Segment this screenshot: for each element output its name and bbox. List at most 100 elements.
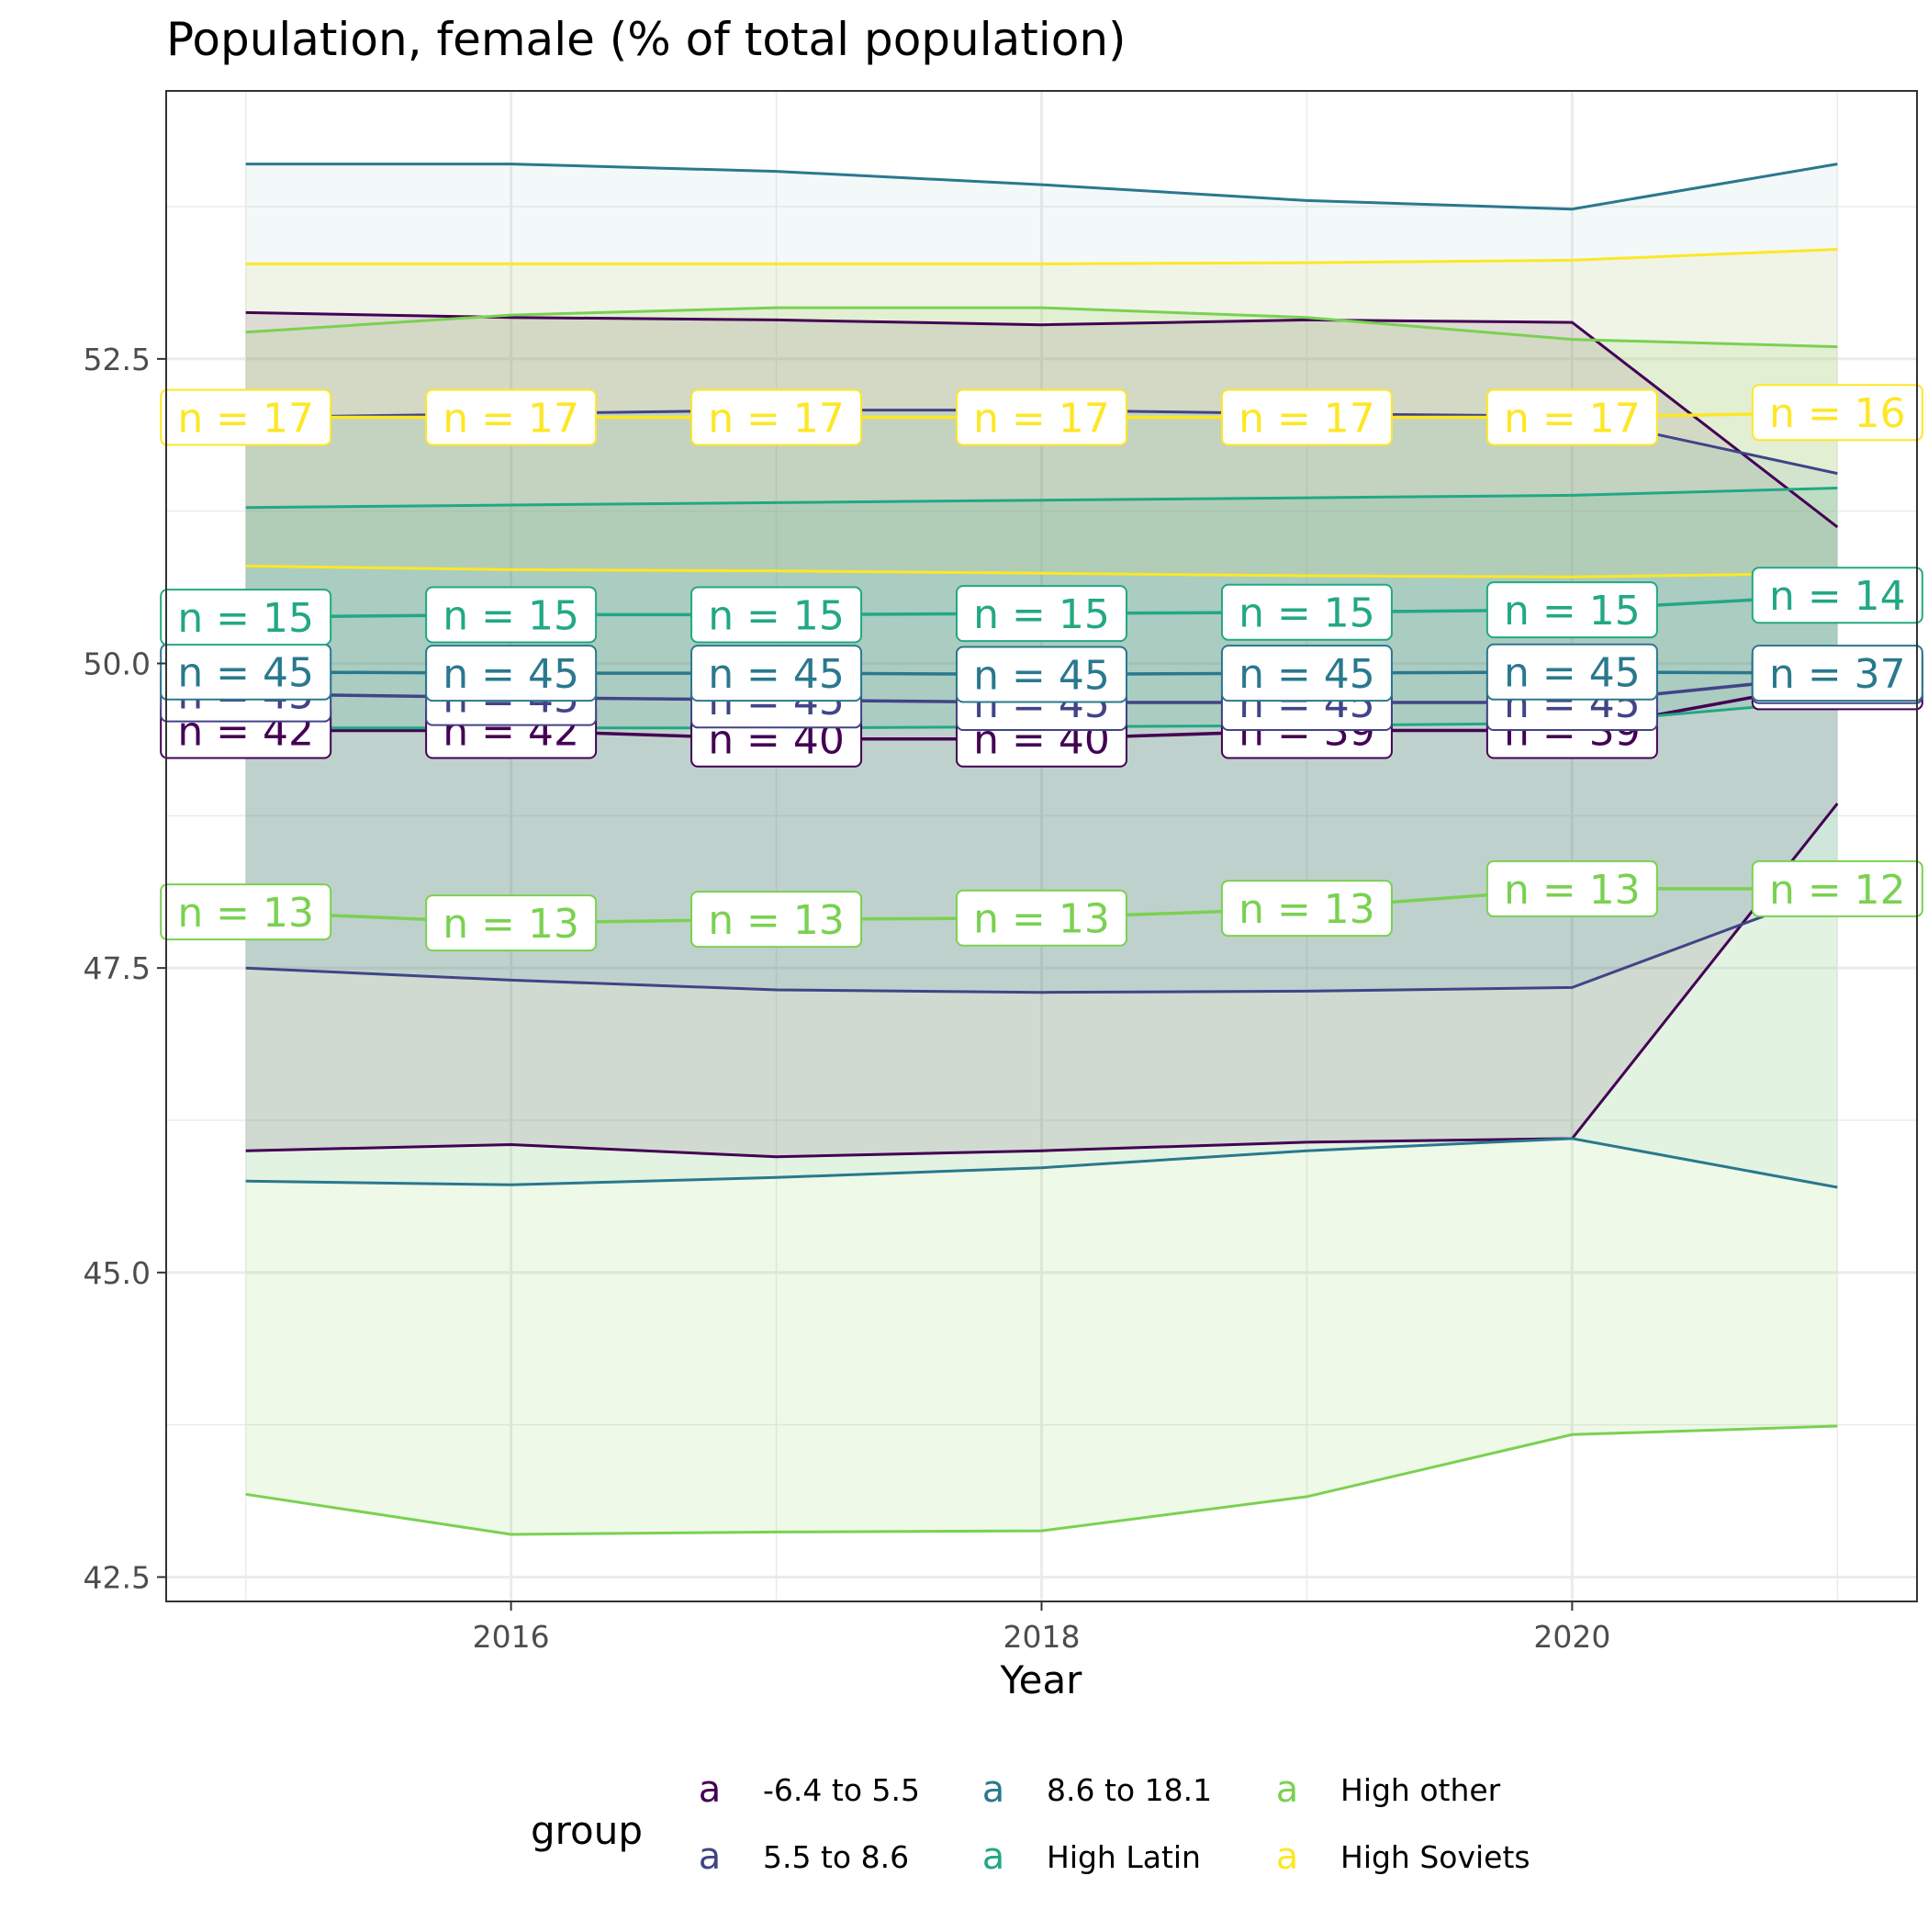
count-label-text: n = 15 (708, 592, 845, 639)
count-label: n = 15 (1220, 583, 1393, 641)
chart-title: Population, female (% of total populatio… (166, 13, 1127, 66)
count-label-text: n = 13 (177, 890, 314, 937)
x-tick-label: 2016 (473, 1619, 550, 1655)
count-label-box (160, 883, 332, 941)
count-label: n = 17 (1220, 388, 1393, 446)
count-label-text: n = 13 (1504, 867, 1641, 914)
count-label-text: n = 13 (973, 896, 1110, 943)
x-axis-title: Year (1000, 1657, 1083, 1702)
legend-item-high-latin: a High Latin (982, 1836, 1201, 1878)
count-label-text: n = 17 (1239, 395, 1375, 442)
count-label-text: n = 45 (443, 651, 579, 698)
series-upper-line-8-6-to-18-1 (245, 163, 1838, 211)
count-label-text: n = 12 (1769, 867, 1906, 914)
count-label-box (1220, 645, 1393, 702)
count-label: n = 13 (160, 883, 332, 941)
count-label-text: n = 15 (1504, 588, 1641, 635)
legend-label: High Soviets (1340, 1839, 1530, 1875)
series-lower-line-5-5-to-8-6 (245, 887, 1838, 994)
count-label-box (1751, 567, 1923, 624)
y-tick-label: 42.5 (84, 1559, 151, 1595)
legend-item-6-4-to-5-5: a -6.4 to 5.5 (699, 1769, 920, 1811)
y-tick-label: 50.0 (84, 646, 151, 682)
count-label: n = 15 (956, 585, 1127, 643)
count-label: n = 45 (1485, 643, 1658, 701)
count-label-text: n = 14 (1769, 573, 1906, 620)
count-label-box (956, 889, 1127, 947)
count-label-box (690, 891, 863, 949)
count-label: n = 13 (1220, 880, 1393, 938)
count-label-box (690, 586, 863, 644)
count-label: n = 12 (1751, 859, 1923, 917)
legend-key: a (982, 1769, 1005, 1811)
count-label-box (956, 388, 1127, 446)
count-label-text: n = 45 (708, 651, 845, 698)
count-label-text: n = 17 (443, 395, 579, 442)
legend-item-high-soviets: a High Soviets (1276, 1836, 1530, 1878)
count-label: n = 15 (425, 586, 598, 644)
count-label: n = 15 (1485, 581, 1658, 639)
count-label-text: n = 13 (708, 897, 845, 944)
count-label-text: n = 45 (1504, 650, 1641, 697)
count-label-text: n = 17 (1504, 395, 1641, 442)
series-lower-line-8-6-to-18-1 (245, 1137, 1838, 1189)
count-label-text: n = 16 (1769, 390, 1906, 437)
count-label: n = 17 (160, 388, 332, 446)
count-label-text: n = 37 (1769, 651, 1906, 698)
legend-key: a (699, 1769, 722, 1811)
count-label: n = 37 (1751, 645, 1923, 702)
x-tick-label: 2020 (1533, 1619, 1610, 1655)
count-label-box (690, 645, 863, 702)
count-label: n = 17 (425, 388, 598, 446)
y-tick-label: 47.5 (84, 950, 151, 986)
count-label-text: n = 15 (1239, 590, 1375, 637)
y-tick-label: 45.0 (84, 1255, 151, 1291)
count-label: n = 15 (160, 589, 332, 646)
count-label: n = 13 (956, 889, 1127, 947)
legend-label: -6.4 to 5.5 (763, 1772, 920, 1808)
series-upper-line-high-latin (245, 487, 1838, 510)
legend-item-high-other: a High other (1276, 1769, 1501, 1811)
count-label-text: n = 45 (177, 650, 314, 697)
legend-key: a (1276, 1769, 1299, 1811)
count-label-box (1485, 581, 1658, 639)
series-upper-line-high-soviets (245, 248, 1838, 265)
series-lower-line-high-soviets (245, 564, 1838, 578)
count-label: n = 14 (1751, 567, 1923, 624)
legend-label: High other (1340, 1772, 1501, 1808)
series-upper-line-high-other (245, 306, 1838, 349)
count-label: n = 45 (160, 643, 332, 701)
series-lower-line-high-other (245, 1424, 1838, 1536)
legend-label: 8.6 to 18.1 (1047, 1772, 1212, 1808)
count-label-text: n = 17 (708, 395, 845, 442)
count-label-text: n = 17 (973, 395, 1110, 442)
legend-key: a (982, 1836, 1005, 1878)
count-label: n = 13 (690, 891, 863, 949)
count-label-box (1220, 880, 1393, 938)
count-label-box (1220, 388, 1393, 446)
count-label-box (160, 589, 332, 646)
legend-title: group (531, 1808, 643, 1853)
count-label-text: n = 15 (973, 591, 1110, 638)
legend-key: a (699, 1836, 722, 1878)
count-label-text: n = 13 (443, 901, 579, 948)
series-upper-line-6-4-to-5-5 (245, 310, 1839, 529)
legend-label: 5.5 to 8.6 (763, 1839, 909, 1875)
count-label: n = 17 (956, 388, 1127, 446)
count-label-box (1485, 643, 1658, 701)
count-label: n = 15 (690, 586, 863, 644)
legend-item-5-5-to-8-6: a 5.5 to 8.6 (699, 1836, 909, 1878)
count-label-box (690, 388, 863, 446)
count-label: n = 13 (1485, 859, 1658, 917)
legend-item-8-6-to-18-1: a 8.6 to 18.1 (982, 1769, 1212, 1811)
legend-label: High Latin (1047, 1839, 1201, 1875)
axis-layer: 42.5 45.0 47.5 50.0 52.5 2016 2018 2020 (84, 342, 1611, 1655)
count-label-text: n = 45 (973, 652, 1110, 699)
count-label-box (160, 388, 332, 446)
count-label-layer: n = 42 n = 42 n = 40 n = 40 n = 39 n = 39n = … (160, 384, 1923, 952)
count-label: n = 16 (1751, 384, 1923, 442)
count-label-text: n = 17 (177, 395, 314, 442)
count-label-box (1220, 583, 1393, 641)
